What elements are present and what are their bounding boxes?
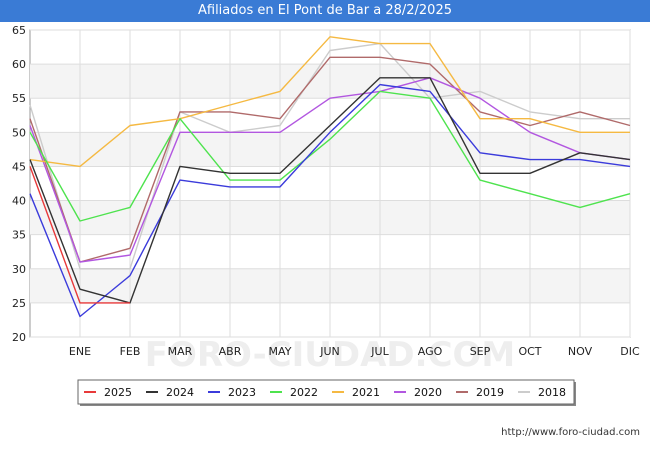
legend-label-2019: 2019 <box>476 386 504 399</box>
series-lines <box>29 36 631 318</box>
y-tick-label: 60 <box>12 58 26 71</box>
series-line-2021 <box>29 36 630 168</box>
legend-label-2025: 2025 <box>104 386 132 399</box>
series-line-2025 <box>29 166 130 304</box>
legend-label-2023: 2023 <box>228 386 256 399</box>
y-tick-label: 30 <box>12 263 26 276</box>
x-tick-label: ABR <box>219 345 242 358</box>
y-tick-label: 65 <box>12 24 26 37</box>
y-tick-label: 20 <box>12 331 26 344</box>
legend-label-2018: 2018 <box>538 386 566 399</box>
series-line-2019 <box>29 56 631 263</box>
x-tick-label: JUN <box>319 345 340 358</box>
axes: 20 25 30 35 40 45 50 55 60 65 ENE FEB MAR ABR MAY JUN JU… <box>12 24 640 358</box>
x-tick-label: ENE <box>69 345 91 358</box>
legend: 2025 2024 2023 2022 2021 2020 2019 2018 <box>77 379 576 406</box>
legend-box <box>77 379 575 405</box>
y-tick-label: 40 <box>12 195 26 208</box>
y-tick-label: 35 <box>12 229 26 242</box>
x-tick-label: SEP <box>470 345 491 358</box>
legend-label-2021: 2021 <box>352 386 380 399</box>
y-tick-label: 55 <box>12 92 26 105</box>
y-tick-label: 50 <box>12 126 26 139</box>
x-tick-label: AGO <box>418 345 443 358</box>
x-tick-label: MAR <box>168 345 193 358</box>
chart-title: Afiliados en El Pont de Bar a 28/2/2025 <box>0 0 650 22</box>
watermark: FORO-CIUDAD.COM <box>145 335 516 375</box>
x-tick-label: DIC <box>620 345 640 358</box>
y-tick-label: 45 <box>12 160 26 173</box>
x-tick-label: OCT <box>518 345 541 358</box>
x-tick-label: FEB <box>120 345 141 358</box>
legend-label-2024: 2024 <box>166 386 194 399</box>
legend-label-2020: 2020 <box>414 386 442 399</box>
x-tick-label: JUL <box>370 345 389 358</box>
series-line-2022 <box>29 90 631 222</box>
x-tick-label: NOV <box>568 345 593 358</box>
series-line-2023 <box>29 83 631 318</box>
series-line-2018 <box>29 42 630 270</box>
series-line-2020 <box>29 77 631 263</box>
legend-label-2022: 2022 <box>290 386 318 399</box>
x-tick-label: MAY <box>269 345 292 358</box>
footer-url[interactable]: http://www.foro-ciudad.com <box>501 427 640 438</box>
y-tick-label: 25 <box>12 297 26 310</box>
